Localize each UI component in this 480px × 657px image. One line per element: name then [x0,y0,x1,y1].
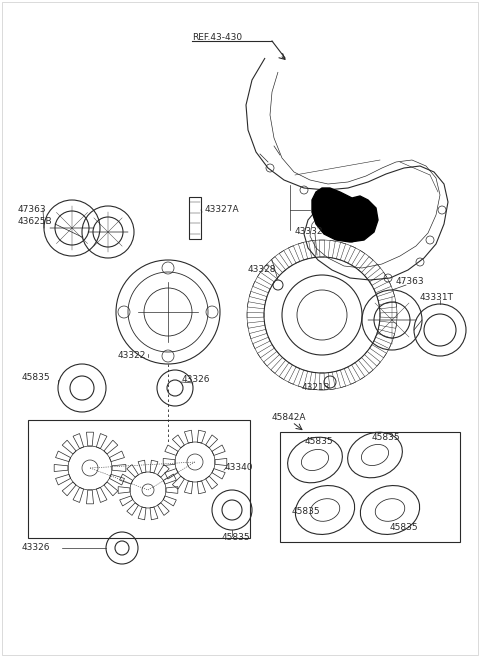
Text: 45835: 45835 [292,507,321,516]
Text: 43322: 43322 [118,351,146,361]
Text: 45835: 45835 [372,432,401,442]
Text: 43326: 43326 [22,543,50,553]
Text: 43328: 43328 [248,265,276,275]
Text: 45835: 45835 [390,524,419,533]
Text: 43340: 43340 [225,463,253,472]
Circle shape [142,484,154,496]
Text: 45842A: 45842A [272,413,307,422]
Text: 43326: 43326 [182,376,211,384]
Polygon shape [312,188,378,242]
Circle shape [82,460,98,476]
Text: 43327A: 43327A [205,206,240,214]
Text: 45835: 45835 [222,533,251,543]
Text: 43213: 43213 [302,384,331,392]
Text: 47363: 47363 [396,277,425,286]
Text: 43625B: 43625B [18,217,53,227]
Bar [28,420,250,538]
Text: 45835: 45835 [22,373,50,382]
Text: 43331T: 43331T [420,294,454,302]
Bar [280,432,460,542]
Bar [189,197,201,239]
Text: 45835: 45835 [305,438,334,447]
Circle shape [187,454,203,470]
Text: 47363: 47363 [18,206,47,214]
Text: REF.43-430: REF.43-430 [192,34,242,43]
Text: 43332: 43332 [295,227,324,237]
